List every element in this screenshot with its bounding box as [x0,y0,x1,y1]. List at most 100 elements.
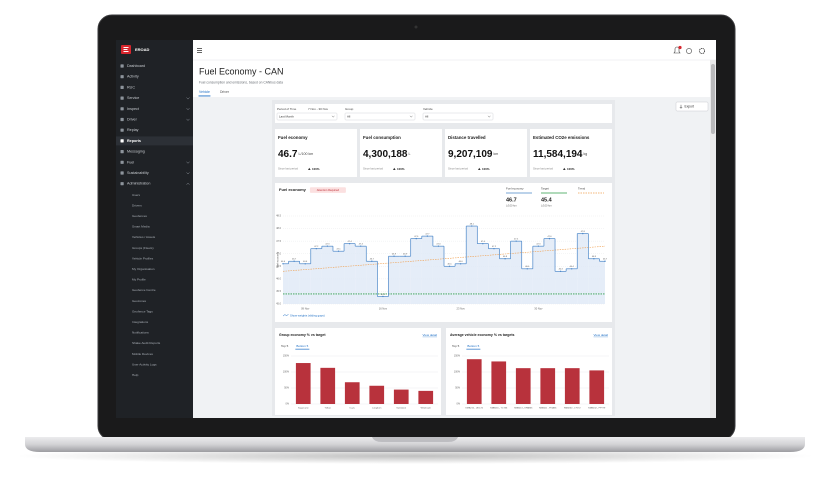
y-axis-label: Fuel economy [276,251,280,268]
y-tick-label: 150% [454,355,461,358]
bar [540,368,556,404]
point-label: 46.5 [448,264,453,266]
area-step [344,243,356,304]
area-step [321,246,333,304]
logo-mark [123,47,129,52]
filter-value: All [425,114,429,118]
menu-item[interactable]: Administration [127,182,150,186]
bar-tab[interactable]: Top 5 [281,344,289,348]
menu-item[interactable]: Fuel [127,160,134,164]
menu-icon [120,75,124,79]
submenu-item[interactable]: Vehicle Profiles [132,256,154,260]
tab[interactable]: Driver [220,90,230,94]
submenu-item[interactable]: Vehicles / Assets [132,235,156,239]
kpi-change: 100% [482,167,490,171]
area-step [366,261,378,304]
submenu-item[interactable]: Groups (Fleets) [132,246,154,250]
y-tick-label: 45.5 [276,290,281,293]
submenu-item[interactable]: Smart Media [132,225,150,229]
export-button[interactable] [675,101,709,112]
menu-item[interactable]: Activity [127,75,139,79]
filter-select[interactable] [344,112,416,121]
kpi-change: 100% [312,167,320,171]
view-detail-link[interactable]: View detail [423,333,438,337]
submenu-item[interactable]: My Organisation [132,267,155,271]
menu-item[interactable]: Sustainability [127,171,149,175]
menu-item[interactable]: Messaging [127,150,145,154]
submenu-item[interactable]: Shake Audit Reports [132,341,161,345]
help-icon[interactable] [686,48,692,54]
submenu-item[interactable]: Notifications [132,331,149,335]
menu-button[interactable] [197,48,202,53]
submenu-item[interactable]: Geofence Tags [132,309,153,313]
point-label: 47.2 [314,246,319,248]
submenu-item[interactable]: Help [132,373,139,377]
chart-footer[interactable]: Show weights (sliding gaps) [290,314,325,318]
scrollbar-track [710,60,716,418]
point [404,255,406,257]
area-step [566,268,578,304]
select-chevron [487,115,491,118]
kpi-card [530,129,612,177]
submenu-item[interactable]: Geofence Centre [132,288,156,292]
point [360,245,362,247]
point-label: 48.1 [470,223,475,225]
legend-name: Target [541,187,549,191]
tab-underline [198,95,211,97]
menu-item[interactable]: Dashboard [127,64,145,68]
area-step [410,238,422,304]
view-detail-link[interactable]: View detail [594,333,609,337]
point [337,250,340,252]
notifications-icon[interactable] [673,46,681,54]
area-step [599,261,605,304]
kpi-arrow [478,167,481,170]
area-step [332,251,345,304]
export-label: Export [685,104,695,108]
point-label: 46.7 [292,259,297,261]
bar-tab[interactable]: Top 5 [452,344,460,348]
filter-select[interactable] [422,112,494,121]
bar [515,368,531,404]
filter-value: All [347,114,351,118]
y-tick-label: 46.5 [276,265,281,268]
menu-icon [120,107,124,111]
point [559,270,562,273]
submenu-item[interactable]: Integrations [132,320,149,324]
area-step [355,246,367,304]
bar-tab-underline [295,348,310,350]
submenu-item[interactable]: Mobile Devices [132,352,153,356]
menu-item[interactable]: Service [127,96,139,100]
bar [369,385,385,404]
bar-tab[interactable]: Bottom 5 [296,344,308,348]
legend-unit: L/100 km [506,204,517,208]
chart-title: Fuel economy [279,187,307,192]
point-label: 46.9 [392,254,397,256]
x-tick-label: KMB215 - UKC72 [466,408,484,410]
bar-tab[interactable]: Bottom 5 [467,344,479,348]
submenu-item[interactable]: My Profile [132,278,146,282]
area-step [488,248,500,304]
submenu-item[interactable]: Geozones [132,299,147,303]
menu-item[interactable]: Reports [127,139,141,143]
legend-value: 46.7 [506,197,517,203]
submenu-item[interactable]: Users [132,193,141,197]
submenu-item[interactable]: Drivers [132,203,142,207]
settings-icon[interactable] [698,47,706,55]
scrollbar-thumb[interactable] [711,64,715,134]
point [293,260,295,262]
tab[interactable]: Vehicle [199,90,210,94]
y-tick-label: 0% [457,403,461,406]
submenu-item[interactable]: Geofences [132,214,147,218]
area-step [299,263,311,304]
area-step [421,236,433,304]
menu-item[interactable]: Replay [127,128,139,132]
filter-select[interactable] [276,112,338,121]
menu-item[interactable]: Inspect [127,107,139,111]
point-label: 46.7 [603,259,608,261]
submenu-item[interactable]: User Activity Logs [132,362,157,366]
menu-item[interactable]: Driver [127,117,138,121]
kpi-value: 46.7L/100 km [278,149,313,160]
y-tick-label: 47.0 [276,252,281,255]
menu-item[interactable]: RUC [127,85,135,89]
